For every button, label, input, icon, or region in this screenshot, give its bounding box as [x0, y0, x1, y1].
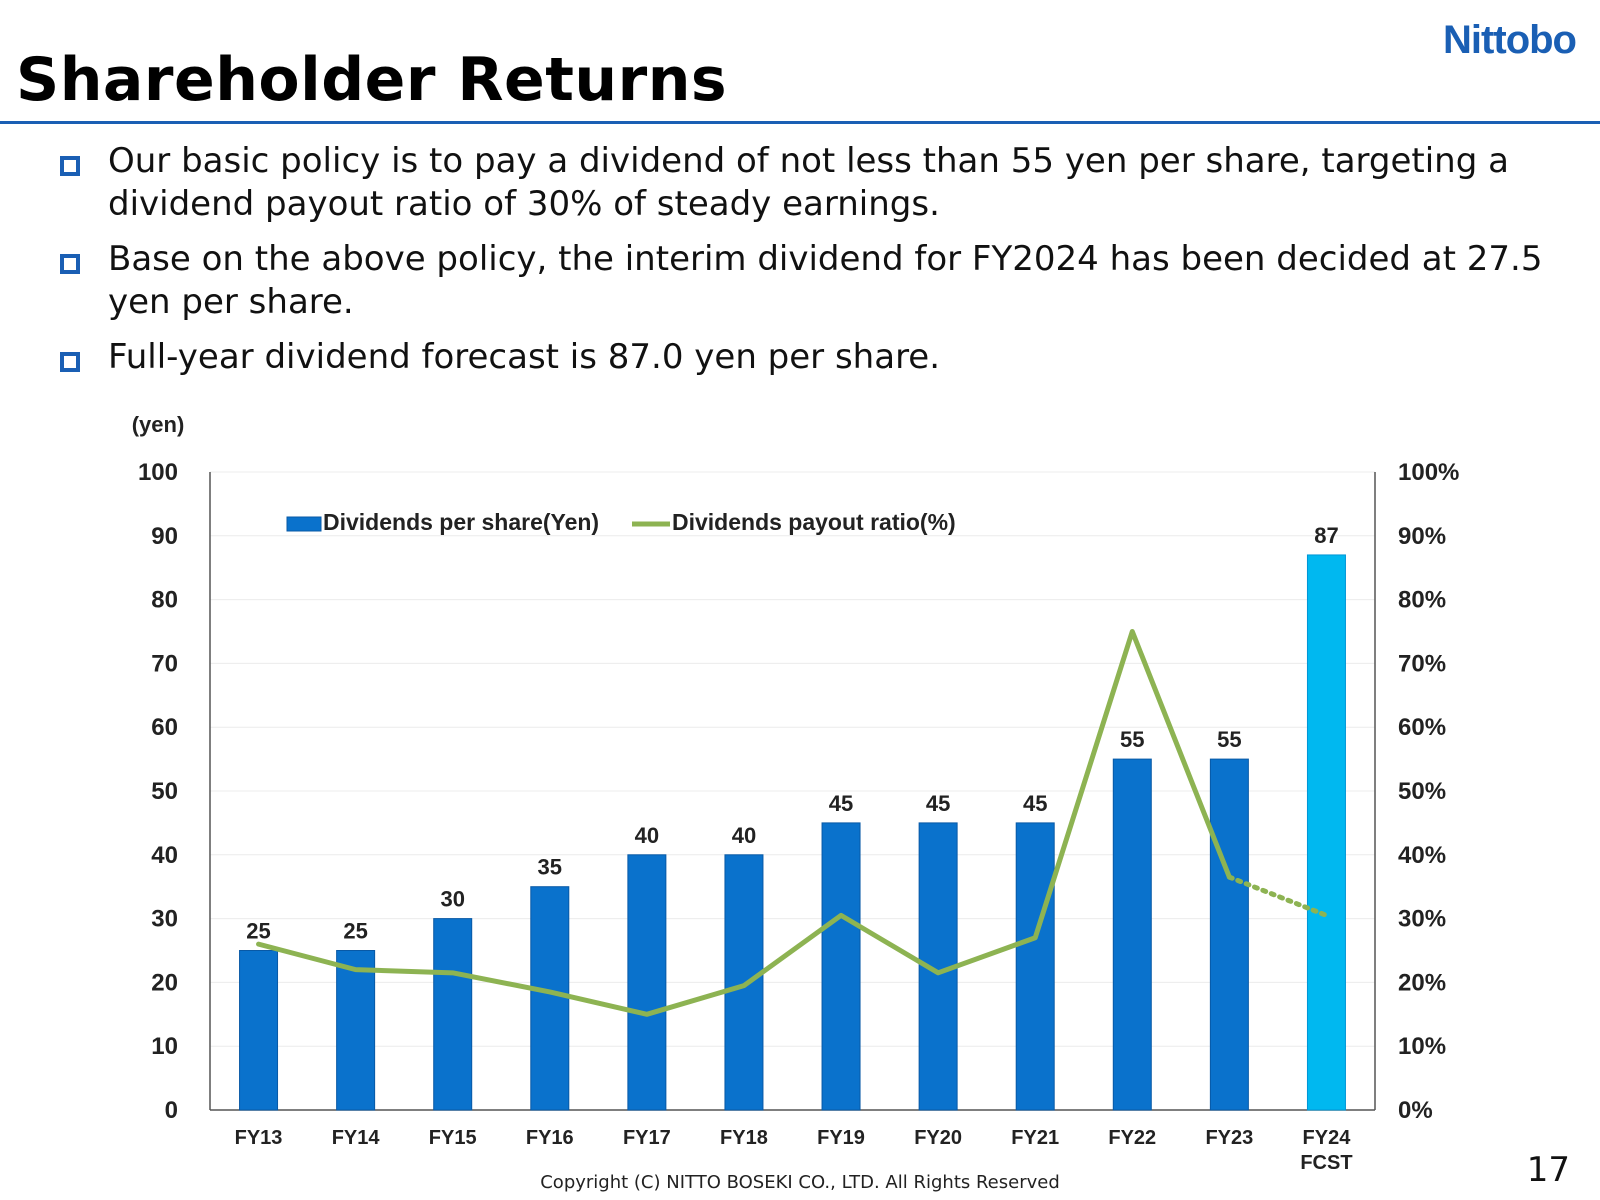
- bullet-text: Our basic policy is to pay a dividend of…: [108, 141, 1509, 224]
- y-tick-label: 50: [151, 778, 178, 805]
- y-tick-label: 30: [151, 906, 178, 933]
- x-tick-label: FY15: [429, 1127, 477, 1149]
- bullet-list: Our basic policy is to pay a dividend of…: [58, 140, 1578, 391]
- bar: [724, 854, 764, 1111]
- x-tick-label: FY14: [332, 1127, 381, 1149]
- y2-tick-label: 0%: [1398, 1097, 1433, 1124]
- payout-ratio-line: [256, 629, 1232, 1017]
- y-tick-label: 40: [151, 842, 178, 869]
- bar-data-label: 45: [829, 791, 853, 816]
- bar: [1015, 822, 1055, 1111]
- bullet-text: Full-year dividend forecast is 87.0 yen …: [108, 337, 941, 377]
- y2-tick-label: 90%: [1398, 523, 1446, 550]
- y-tick-label: 100: [138, 459, 178, 486]
- bar-data-label: 55: [1120, 727, 1144, 752]
- x-tick-sublabel: FCST: [1300, 1152, 1352, 1170]
- bar: [1306, 554, 1346, 1111]
- bullet-item: Full-year dividend forecast is 87.0 yen …: [58, 336, 1578, 379]
- bar-data-label: 40: [635, 823, 659, 848]
- bar: [530, 886, 570, 1111]
- bar: [821, 822, 861, 1111]
- x-tick-label: FY17: [623, 1127, 671, 1149]
- legend-line-label: Dividends payout ratio(%): [672, 509, 956, 535]
- y2-tick-label: 30%: [1398, 906, 1446, 933]
- y2-tick-label: 40%: [1398, 842, 1446, 869]
- y-tick-label: 0: [165, 1097, 178, 1124]
- x-tick-label: FY16: [526, 1127, 574, 1149]
- square-bullet-icon: [60, 254, 80, 274]
- legend-bar-swatch: [286, 516, 322, 532]
- bar: [336, 950, 376, 1111]
- x-tick-label: FY22: [1108, 1127, 1156, 1149]
- y-unit-label: (yen): [132, 412, 185, 437]
- y-tick-label: 10: [151, 1033, 178, 1060]
- bar: [1112, 758, 1152, 1111]
- bar-data-label: 40: [732, 823, 756, 848]
- page-number: 17: [1526, 1150, 1570, 1190]
- bar-data-label: 87: [1314, 523, 1338, 548]
- header-divider: [0, 121, 1600, 124]
- y-tick-label: 60: [151, 714, 178, 741]
- y-tick-label: 90: [151, 523, 178, 550]
- x-tick-label: FY23: [1205, 1127, 1253, 1149]
- y-tick-label: 70: [151, 650, 178, 677]
- x-tick-label: FY24: [1303, 1127, 1352, 1149]
- bar-data-label: 30: [440, 887, 464, 912]
- y2-tick-label: 100%: [1398, 459, 1459, 486]
- y2-tick-label: 60%: [1398, 714, 1446, 741]
- y2-tick-label: 70%: [1398, 650, 1446, 677]
- x-tick-label: FY19: [817, 1127, 865, 1149]
- legend-bar-label: Dividends per share(Yen): [323, 509, 599, 535]
- bullet-item: Our basic policy is to pay a dividend of…: [58, 140, 1578, 226]
- y2-tick-label: 50%: [1398, 778, 1446, 805]
- y2-tick-label: 80%: [1398, 587, 1446, 614]
- square-bullet-icon: [60, 352, 80, 372]
- bar-data-label: 45: [1023, 791, 1047, 816]
- y2-tick-label: 10%: [1398, 1033, 1446, 1060]
- y-tick-label: 20: [151, 969, 178, 996]
- bar-data-label: 55: [1217, 727, 1241, 752]
- x-tick-label: FY18: [720, 1127, 768, 1149]
- bullet-text: Base on the above policy, the interim di…: [108, 239, 1543, 322]
- payout-ratio-forecast-line: [1226, 874, 1329, 918]
- x-tick-label: FY13: [235, 1127, 283, 1149]
- bar: [239, 950, 279, 1111]
- bar-data-label: 25: [343, 919, 367, 944]
- x-tick-label: FY20: [914, 1127, 962, 1149]
- copyright-text: Copyright (C) NITTO BOSEKI CO., LTD. All…: [540, 1172, 1060, 1193]
- bar: [1209, 758, 1249, 1111]
- bullet-item: Base on the above policy, the interim di…: [58, 238, 1578, 324]
- bar-data-label: 45: [926, 791, 950, 816]
- y2-tick-label: 20%: [1398, 969, 1446, 996]
- page-title: Shareholder Returns: [16, 45, 728, 115]
- bar: [627, 854, 667, 1111]
- bar: [433, 918, 473, 1111]
- y-tick-label: 80: [151, 587, 178, 614]
- x-tick-label: FY21: [1011, 1127, 1059, 1149]
- company-logo: Nittobo: [1443, 18, 1577, 62]
- square-bullet-icon: [60, 156, 80, 176]
- bar-data-label: 25: [246, 919, 270, 944]
- dividend-chart: (yen) 0 10 20 30 40 50 60 70 80 90 100 0% 10% 20% 30% 40…: [132, 412, 1460, 1170]
- bar-data-label: 35: [538, 855, 562, 880]
